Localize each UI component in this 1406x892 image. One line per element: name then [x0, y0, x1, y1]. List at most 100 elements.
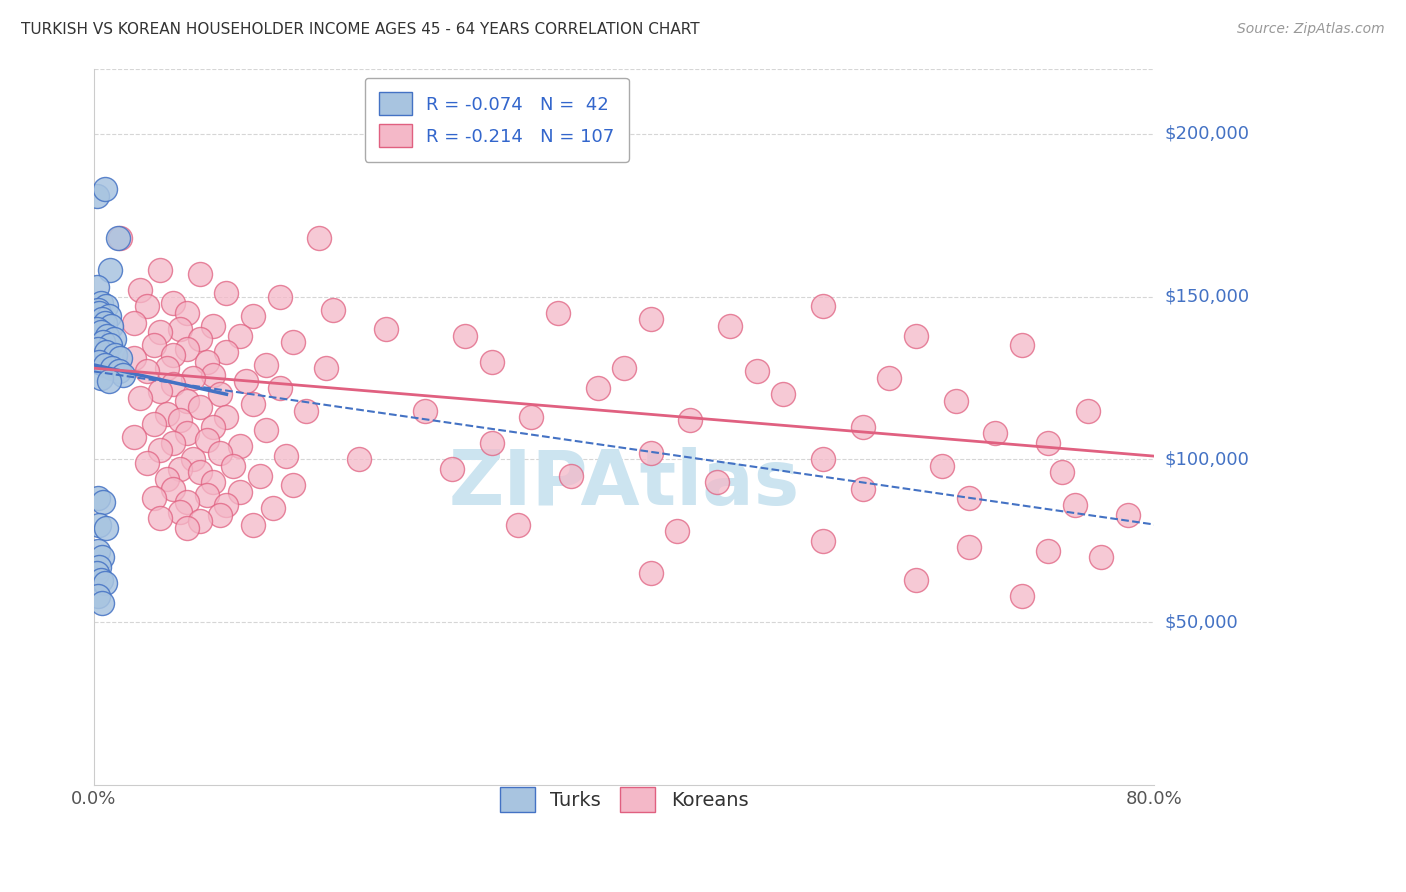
Point: [957, 541, 980, 555]
Point: [122, 429, 145, 443]
Point: [142, 417, 165, 431]
Point: [249, 468, 271, 483]
Point: [87, 543, 110, 558]
Point: [93, 316, 115, 330]
Point: [374, 322, 396, 336]
Point: [202, 318, 225, 333]
Point: [1011, 338, 1033, 352]
Legend: Turks, Koreans: Turks, Koreans: [486, 773, 762, 826]
Point: [984, 426, 1007, 441]
Point: [156, 472, 179, 486]
Point: [156, 407, 179, 421]
Point: [101, 361, 124, 376]
Point: [96, 328, 118, 343]
Point: [242, 397, 264, 411]
Point: [91, 494, 114, 508]
Point: [666, 524, 689, 538]
Point: [87, 589, 110, 603]
Point: [281, 478, 304, 492]
Point: [229, 485, 252, 500]
Point: [195, 488, 218, 502]
Text: Source: ZipAtlas.com: Source: ZipAtlas.com: [1237, 22, 1385, 37]
Point: [90, 596, 112, 610]
Point: [110, 231, 132, 245]
Point: [1077, 403, 1099, 417]
Point: [169, 504, 191, 518]
Point: [506, 517, 529, 532]
Point: [136, 299, 159, 313]
Point: [86, 188, 108, 202]
Point: [481, 436, 503, 450]
Point: [1038, 543, 1060, 558]
Point: [560, 468, 582, 483]
Point: [315, 361, 337, 376]
Point: [242, 309, 264, 323]
Point: [481, 354, 503, 368]
Point: [679, 413, 702, 427]
Point: [308, 231, 330, 245]
Point: [215, 286, 238, 301]
Point: [93, 576, 115, 591]
Point: [195, 354, 218, 368]
Point: [945, 393, 967, 408]
Point: [183, 452, 205, 467]
Point: [91, 335, 114, 350]
Point: [229, 439, 252, 453]
Point: [86, 322, 108, 336]
Point: [718, 318, 741, 333]
Point: [188, 267, 211, 281]
Point: [242, 517, 264, 532]
Point: [811, 452, 834, 467]
Point: [215, 498, 238, 512]
Point: [202, 368, 225, 382]
Point: [93, 182, 115, 196]
Point: [162, 296, 184, 310]
Point: [295, 403, 318, 417]
Text: TURKISH VS KOREAN HOUSEHOLDER INCOME AGES 45 - 64 YEARS CORRELATION CHART: TURKISH VS KOREAN HOUSEHOLDER INCOME AGE…: [21, 22, 700, 37]
Point: [87, 342, 110, 356]
Point: [142, 491, 165, 506]
Point: [110, 351, 132, 366]
Point: [254, 423, 277, 437]
Point: [89, 306, 111, 320]
Point: [1116, 508, 1139, 522]
Point: [162, 436, 184, 450]
Point: [195, 433, 218, 447]
Point: [149, 326, 172, 340]
Point: [90, 371, 112, 385]
Point: [254, 358, 277, 372]
Point: [90, 550, 112, 565]
Point: [957, 491, 980, 506]
Point: [107, 231, 129, 245]
Point: [772, 387, 794, 401]
Point: [347, 452, 370, 467]
Point: [229, 328, 252, 343]
Point: [322, 302, 344, 317]
Point: [149, 384, 172, 398]
Text: $150,000: $150,000: [1166, 287, 1250, 306]
Point: [183, 371, 205, 385]
Point: [87, 302, 110, 317]
Point: [208, 508, 231, 522]
Point: [94, 521, 117, 535]
Point: [108, 364, 131, 378]
Point: [904, 328, 927, 343]
Point: [104, 348, 127, 362]
Point: [586, 381, 609, 395]
Point: [706, 475, 728, 490]
Point: [188, 332, 211, 346]
Point: [89, 517, 111, 532]
Point: [98, 338, 121, 352]
Point: [811, 533, 834, 548]
Point: [215, 410, 238, 425]
Point: [811, 299, 834, 313]
Point: [520, 410, 543, 425]
Point: [415, 403, 437, 417]
Point: [122, 351, 145, 366]
Point: [202, 419, 225, 434]
Point: [112, 368, 135, 382]
Point: [149, 511, 172, 525]
Point: [98, 263, 121, 277]
Point: [97, 374, 120, 388]
Point: [877, 371, 900, 385]
